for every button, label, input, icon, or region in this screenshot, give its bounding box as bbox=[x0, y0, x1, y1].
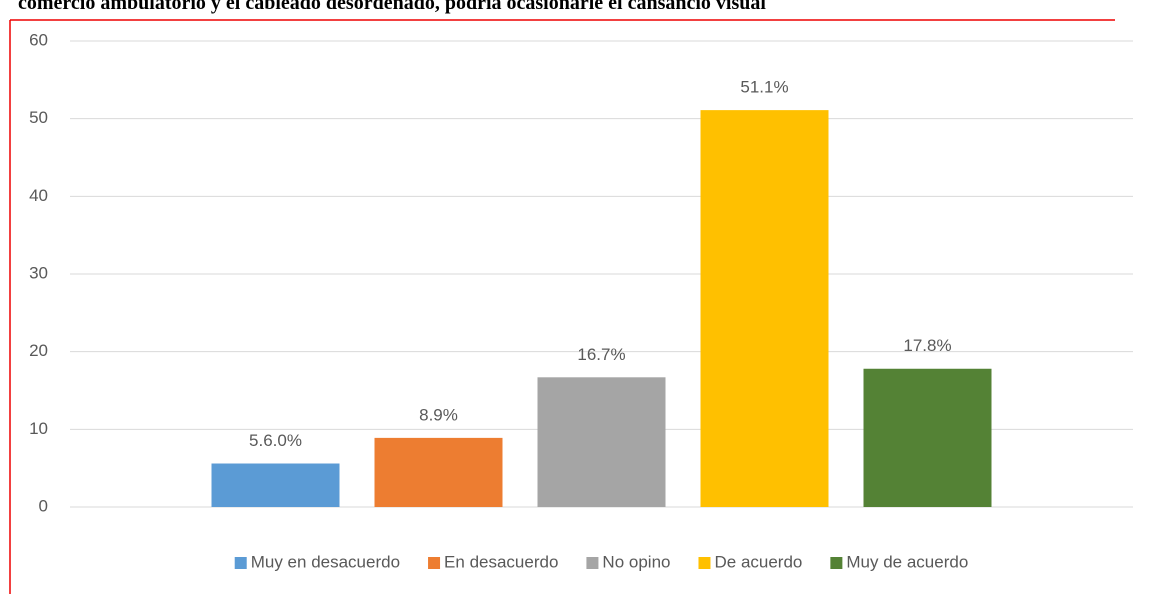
legend-label: Muy de acuerdo bbox=[846, 552, 968, 571]
legend-swatch bbox=[586, 557, 599, 569]
legend-swatch bbox=[830, 557, 843, 569]
y-tick-label: 10 bbox=[29, 419, 48, 438]
y-tick-label: 20 bbox=[29, 341, 48, 360]
data-label: 8.9% bbox=[419, 405, 458, 424]
legend-label: No opino bbox=[602, 552, 670, 571]
legend-swatch bbox=[234, 557, 247, 569]
y-tick-label: 30 bbox=[29, 263, 48, 282]
legend-swatch bbox=[698, 557, 711, 569]
bar bbox=[537, 377, 666, 507]
legend-swatch bbox=[428, 557, 441, 569]
chart-title: comercio ambulatorio y el cableado desor… bbox=[18, 0, 766, 14]
data-label: 5.6.0% bbox=[249, 431, 302, 450]
data-label: 17.8% bbox=[903, 336, 951, 355]
legend-label: De acuerdo bbox=[714, 552, 802, 571]
bar bbox=[211, 463, 340, 507]
bar bbox=[700, 110, 829, 507]
bar bbox=[374, 437, 503, 507]
data-label: 16.7% bbox=[577, 345, 625, 364]
legend-label: En desacuerdo bbox=[444, 552, 558, 571]
legend-label: Muy en desacuerdo bbox=[251, 552, 400, 571]
bar bbox=[863, 368, 992, 507]
y-tick-label: 0 bbox=[39, 496, 48, 515]
y-tick-label: 40 bbox=[29, 186, 48, 205]
y-tick-label: 50 bbox=[29, 108, 48, 127]
y-tick-label: 60 bbox=[29, 30, 48, 49]
data-label: 51.1% bbox=[740, 78, 788, 97]
